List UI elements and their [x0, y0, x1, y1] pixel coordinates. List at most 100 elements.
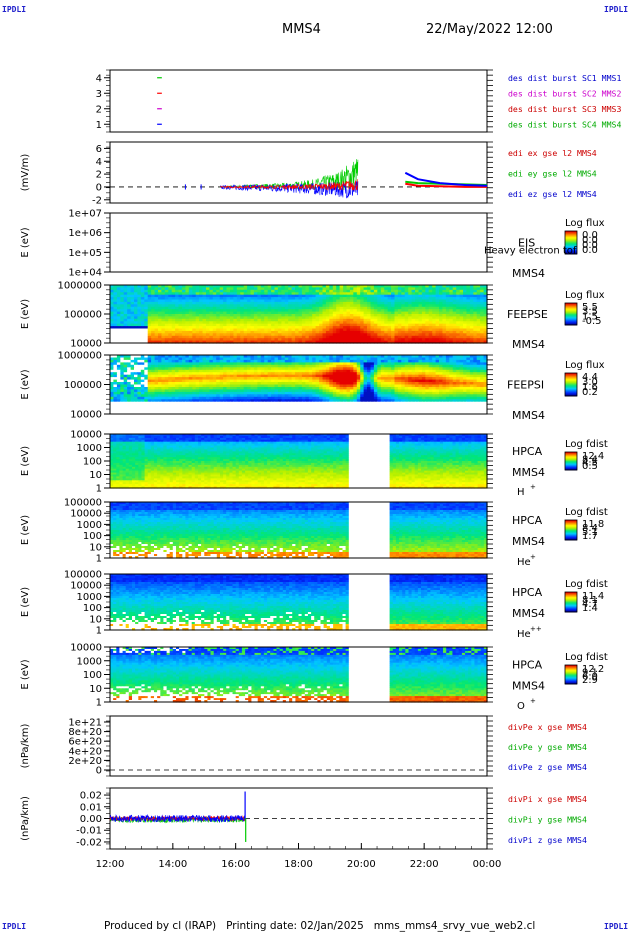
- edi-recovery-r: [405, 182, 487, 188]
- feepse-cell: [332, 326, 337, 330]
- feepsi-cell: [202, 372, 207, 376]
- feepse-cell: [212, 314, 217, 317]
- feepse-cell: [367, 314, 371, 317]
- feepse-cell: [188, 338, 193, 342]
- feepse-cell: [452, 328, 457, 332]
- feepse-cell: [466, 299, 471, 303]
- feepse-cell: [301, 338, 306, 342]
- feepsi-cell: [463, 362, 467, 366]
- feepse-cell: [212, 330, 217, 334]
- edi-legend-entry: edi ex gse l2 MMS4: [508, 148, 597, 158]
- feepsi-cell: [442, 364, 447, 368]
- feepsi-cell: [322, 372, 327, 376]
- feepse-cell: [391, 328, 395, 332]
- feepse-cell: [322, 292, 327, 296]
- feepsi-cell: [367, 355, 371, 359]
- feepse-cell: [267, 314, 272, 317]
- feepsi-cell: [226, 362, 231, 366]
- feepse-cell: [456, 306, 461, 310]
- feepsi-cell: [110, 367, 114, 371]
- feepse-cell: [428, 323, 433, 327]
- feepse-cell: [332, 323, 337, 327]
- feepse-cell: [339, 304, 344, 308]
- feepse-cell: [247, 328, 252, 332]
- feepsi-cell: [291, 374, 296, 378]
- feepse-cell: [329, 309, 334, 313]
- feepse-cell: [195, 306, 200, 310]
- feepse-cell: [322, 301, 327, 305]
- feepsi-cell: [360, 355, 365, 359]
- feepsi-cell: [480, 374, 485, 378]
- feepsi-cell: [329, 355, 334, 359]
- feepse-cell: [260, 309, 265, 313]
- feepse-cell: [343, 301, 348, 305]
- feepse-cell: [346, 318, 351, 322]
- feepsi-cell: [387, 357, 392, 361]
- feepse-cell: [120, 333, 125, 337]
- feepse-cell: [360, 335, 365, 339]
- feepsi-cell: [445, 369, 450, 373]
- feepse-cell: [459, 289, 464, 293]
- feepse-cell: [274, 287, 279, 291]
- feepsi-cell: [373, 367, 378, 371]
- feepse-cell: [325, 299, 330, 303]
- feepse-cell: [349, 304, 354, 308]
- feepsi-cell: [288, 374, 293, 378]
- feepse-cell: [209, 316, 214, 320]
- feepse-cell: [476, 338, 481, 342]
- feepsi-cell: [271, 359, 276, 363]
- feepsi-cell: [199, 377, 204, 381]
- feepsi-cell: [394, 362, 399, 366]
- feepsi-cell: [168, 372, 173, 376]
- feepse-cell: [305, 338, 310, 342]
- feepsi-cell: [202, 377, 207, 381]
- feepse-cell: [308, 306, 313, 310]
- feepse-cell: [415, 316, 419, 320]
- feepse-cell: [442, 301, 447, 305]
- feepsi-cell: [349, 355, 354, 359]
- feepse-cell: [432, 299, 437, 303]
- feepse-cell: [284, 299, 289, 303]
- feepsi-cell: [329, 359, 334, 363]
- feepse-cell: [435, 335, 440, 339]
- feepse-cell: [202, 318, 207, 322]
- feepsi-cell: [459, 355, 464, 359]
- feepse-cell: [236, 323, 241, 327]
- feepse-cell: [182, 326, 186, 330]
- feepsi-cell: [346, 367, 351, 371]
- feepsi-cell: [384, 374, 389, 378]
- feepse-cell: [373, 299, 378, 303]
- feepse-cell: [185, 301, 190, 305]
- feepse-cell: [137, 333, 142, 337]
- feepse-cell: [158, 301, 162, 305]
- feepse-cell: [315, 328, 320, 332]
- feepsi-cell: [240, 357, 245, 361]
- feepsi-cell: [264, 364, 269, 368]
- feepsi-cell: [439, 374, 443, 378]
- feepse-cell: [219, 338, 224, 342]
- feepsi-cell: [329, 367, 334, 371]
- feepse-cell: [127, 297, 132, 301]
- feepsi-cell: [363, 364, 368, 368]
- feepse-cell: [428, 299, 433, 303]
- feepse-cell: [113, 326, 118, 330]
- feepsi-cell: [212, 372, 217, 376]
- feepse-cell: [404, 289, 409, 293]
- feepsi-cell: [230, 367, 234, 371]
- feepse-cell: [483, 292, 488, 296]
- feepse-cell: [349, 299, 354, 303]
- feepse-cell: [161, 297, 166, 301]
- feepse-cell: [116, 328, 121, 332]
- feepse-cell: [288, 340, 293, 344]
- feepse-cell: [134, 338, 138, 342]
- feepse-cell: [223, 335, 228, 339]
- feepse-cell: [281, 335, 286, 339]
- feepse-cell: [164, 309, 169, 313]
- feepse-cell: [277, 340, 282, 344]
- feepsi-cell: [253, 359, 258, 363]
- feepsi-cell: [216, 372, 221, 376]
- feepsi-cell: [154, 367, 159, 371]
- feepse-cell: [243, 311, 248, 315]
- feepse-cell: [140, 294, 145, 298]
- feepse-cell: [137, 316, 142, 320]
